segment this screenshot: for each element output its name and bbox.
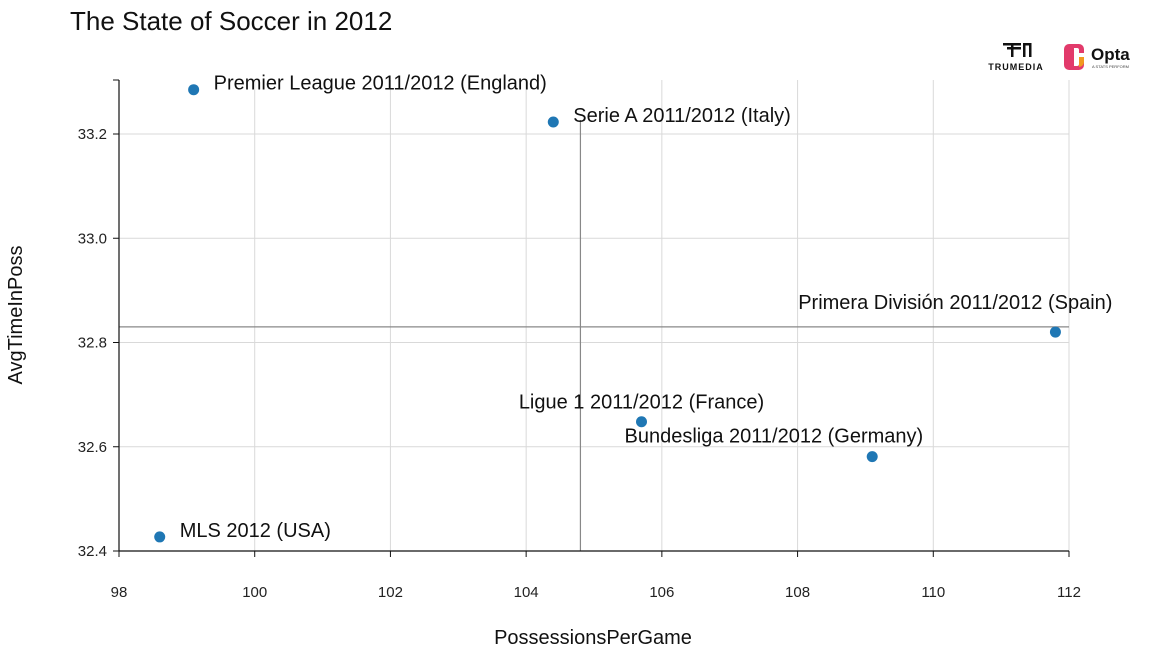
data-point	[154, 531, 166, 543]
data-point	[866, 451, 878, 463]
point-label: Serie A 2011/2012 (Italy)	[573, 105, 791, 127]
x-tick-label: 110	[921, 584, 945, 601]
opta-wordmark: Opta	[1091, 45, 1130, 64]
point-label: Ligue 1 2011/2012 (France)	[519, 392, 764, 414]
x-tick-label: 104	[514, 584, 539, 601]
trumedia-logo: TRUMEDIA	[988, 43, 1044, 72]
axes: 98 100 102 104 106 108 110 112 32.4 32.6 32.8 33.0 3…	[78, 79, 1081, 601]
y-tick-label: 33.0	[78, 230, 107, 247]
x-tick-label: 108	[785, 584, 810, 601]
data-points: Premier League 2011/2012 (England) Serie …	[154, 73, 1112, 543]
point-label: Primera División 2011/2012 (Spain)	[798, 292, 1112, 314]
x-tick-label: 102	[378, 584, 403, 601]
y-tick-label: 32.4	[78, 543, 107, 560]
x-tick-label: 98	[111, 584, 128, 601]
brand-logos: TRUMEDIA Opta A STATS PERFORM	[988, 43, 1130, 72]
x-tick-label: 106	[649, 584, 674, 601]
y-tick-label: 32.6	[78, 439, 107, 456]
point-label: Bundesliga 2011/2012 (Germany)	[625, 426, 924, 448]
data-point	[547, 116, 559, 128]
data-point	[1049, 326, 1061, 338]
y-tick-label: 32.8	[78, 335, 107, 352]
point-label: MLS 2012 (USA)	[180, 520, 331, 542]
data-point	[636, 416, 647, 428]
y-tick-label: 33.2	[78, 126, 107, 143]
chart-title: The State of Soccer in 2012	[70, 6, 393, 36]
x-axis-title: PossessionsPerGame	[494, 627, 692, 649]
point-label: Premier League 2011/2012 (England)	[214, 73, 547, 95]
trumedia-wordmark: TRUMEDIA	[988, 62, 1044, 72]
x-tick-label: 100	[242, 584, 267, 601]
grid-lines	[119, 80, 1070, 551]
opta-subtitle: A STATS PERFORM	[1092, 64, 1129, 69]
y-axis-title: AvgTimeInPoss	[5, 246, 27, 385]
x-tick-label: 112	[1057, 584, 1081, 601]
opta-logo: Opta A STATS PERFORM	[1064, 44, 1130, 70]
reference-lines	[119, 120, 1069, 551]
data-point	[188, 84, 200, 96]
